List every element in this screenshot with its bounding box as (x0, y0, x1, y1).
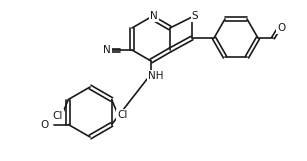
Text: O: O (40, 119, 49, 129)
Text: NH: NH (148, 71, 164, 81)
Text: Cl: Cl (52, 110, 63, 120)
Text: S: S (192, 11, 198, 21)
Text: Cl: Cl (118, 110, 128, 120)
Text: N: N (150, 11, 158, 21)
Text: N: N (103, 45, 111, 55)
Text: O: O (277, 23, 285, 33)
